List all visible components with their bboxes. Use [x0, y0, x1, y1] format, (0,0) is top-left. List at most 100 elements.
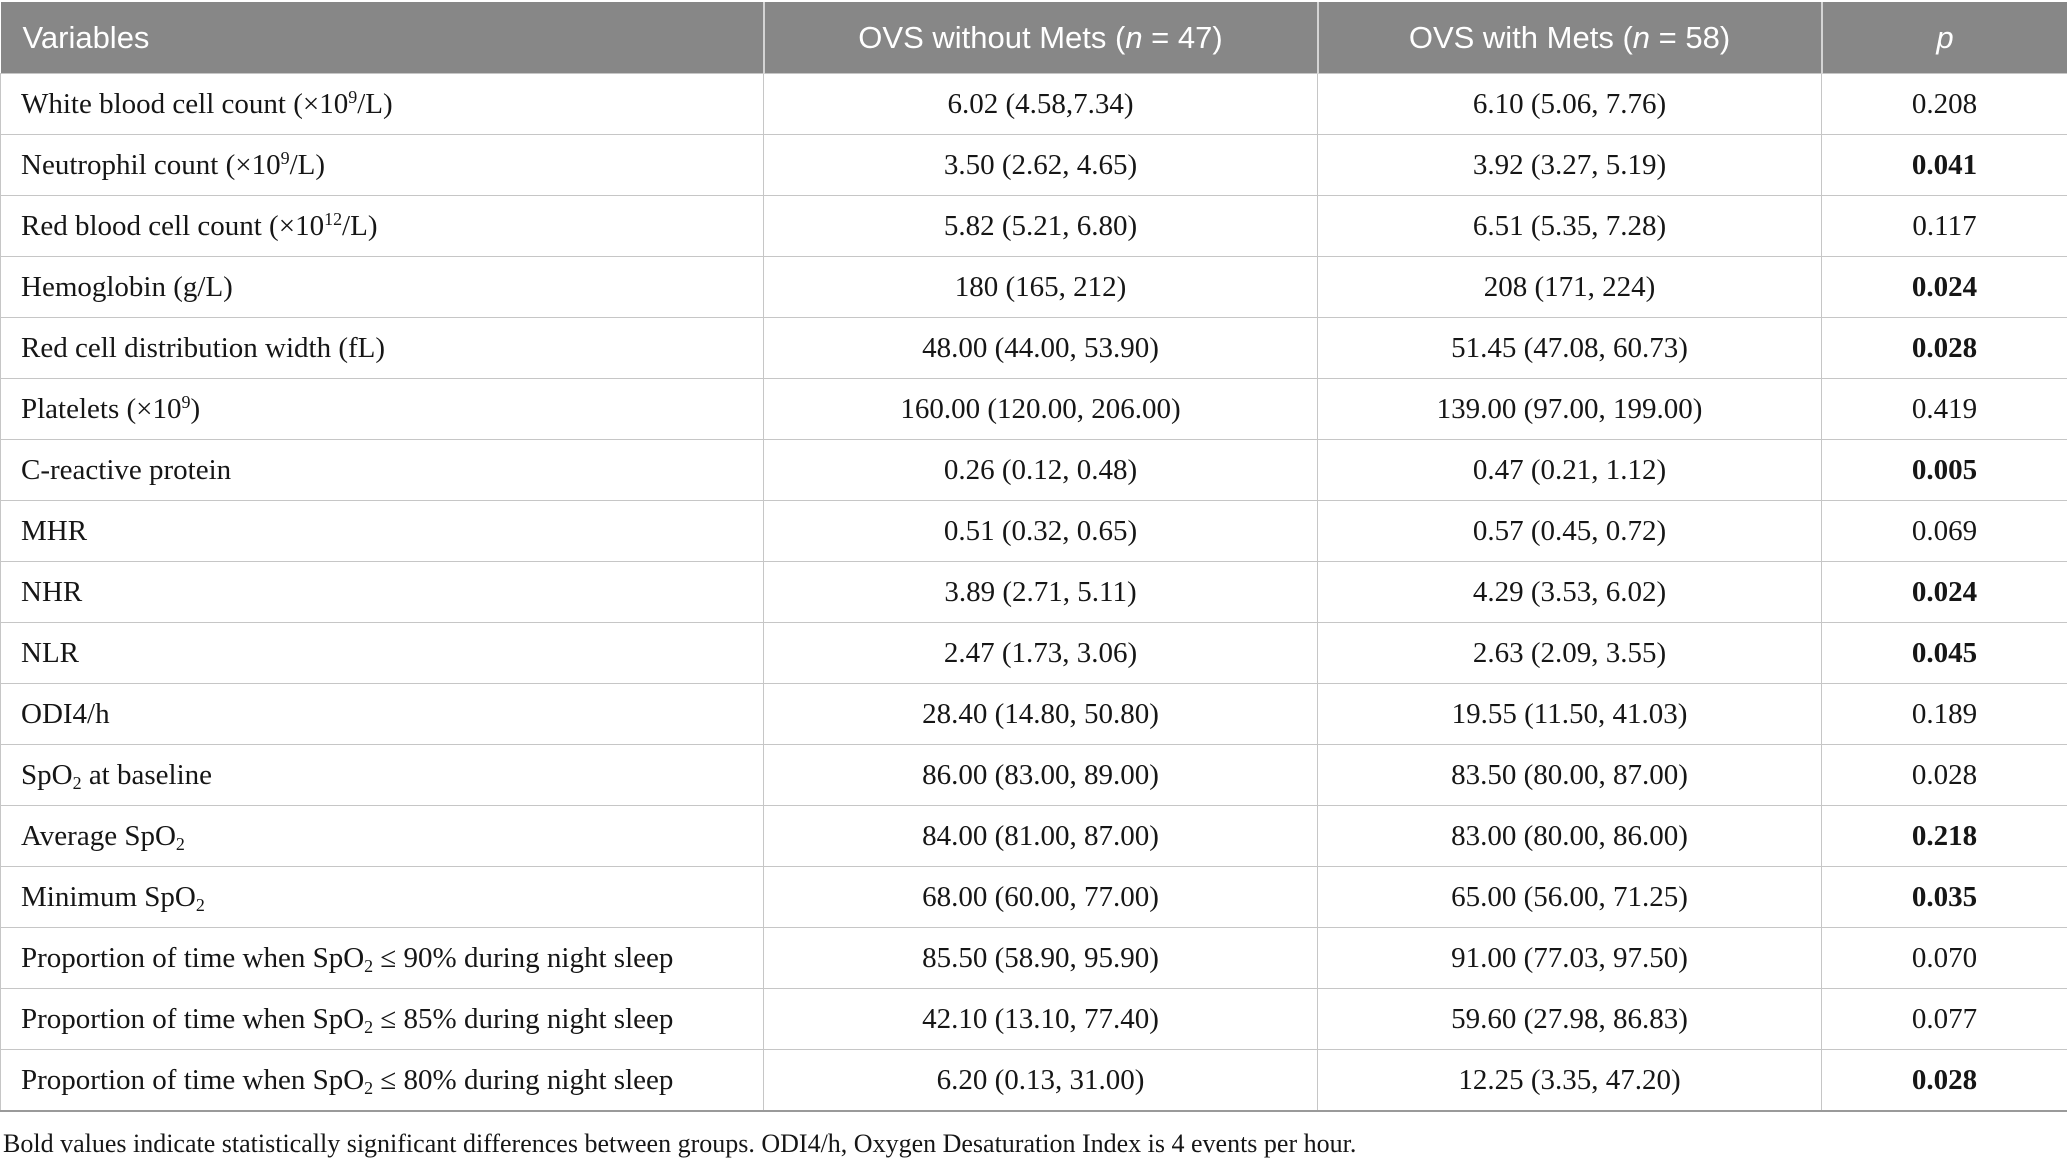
- ovs-without-mets-value-cell: 68.00 (60.00, 77.00): [763, 866, 1318, 928]
- p-value-cell: 0.028: [1821, 744, 2067, 806]
- table-row: Minimum SpO2 68.00 (60.00, 77.00) 65.00 (5…: [0, 866, 2067, 928]
- table-row: NHR 3.89 (2.71, 5.11) 4.29 (3.53, 6.02) 0.0…: [0, 561, 2067, 623]
- variable-cell: Hemoglobin (g/L): [0, 256, 764, 318]
- variable-cell: NHR: [0, 561, 764, 623]
- sup-text: 9: [280, 147, 290, 168]
- variable-cell: White blood cell count (×109/L): [0, 73, 764, 135]
- table-row: Neutrophil count (×109/L) 3.50 (2.62, 4.6…: [0, 134, 2067, 196]
- ovs-without-mets-value-cell: 3.50 (2.62, 4.65): [763, 134, 1318, 196]
- table-row: MHR 0.51 (0.32, 0.65) 0.57 (0.45, 0.72) 0.0…: [0, 500, 2067, 562]
- ovs-without-mets-value-cell: 180 (165, 212): [763, 256, 1318, 318]
- p-value-cell: 0.005: [1821, 439, 2067, 501]
- column-header-ovs-without-mets: OVS without Mets (n = 47): [763, 2, 1319, 74]
- ovs-with-mets-value-cell: 83.50 (80.00, 87.00): [1317, 744, 1822, 806]
- ovs-without-mets-value-cell: 86.00 (83.00, 89.00): [763, 744, 1318, 806]
- column-header-p-value: p: [1821, 2, 2067, 74]
- ovs-without-mets-value-cell: 48.00 (44.00, 53.90): [763, 317, 1318, 379]
- p-value-cell: 0.035: [1821, 866, 2067, 928]
- italic-text: n: [1125, 19, 1143, 55]
- sub-text: 2: [364, 1077, 374, 1098]
- p-value-cell: 0.024: [1821, 256, 2067, 318]
- variable-cell: ODI4/h: [0, 683, 764, 745]
- table-footnote: Bold values indicate statistically signi…: [3, 1129, 1357, 1158]
- ovs-with-mets-value-cell: 19.55 (11.50, 41.03): [1317, 683, 1822, 745]
- ovs-without-mets-value-cell: 28.40 (14.80, 50.80): [763, 683, 1318, 745]
- comparison-table: Variables OVS without Mets (n = 47) OVS …: [0, 2, 2067, 1112]
- ovs-with-mets-value-cell: 12.25 (3.35, 47.20): [1317, 1049, 1822, 1112]
- p-value-cell: 0.419: [1821, 378, 2067, 440]
- ovs-with-mets-value-cell: 51.45 (47.08, 60.73): [1317, 317, 1822, 379]
- table-row: Proportion of time when SpO2 ≤ 90% durin…: [0, 927, 2067, 989]
- p-value-cell: 0.045: [1821, 622, 2067, 684]
- table-row: Red blood cell count (×1012/L) 5.82 (5.21…: [0, 195, 2067, 257]
- variable-cell: Proportion of time when SpO2 ≤ 80% durin…: [0, 1049, 764, 1112]
- ovs-without-mets-value-cell: 84.00 (81.00, 87.00): [763, 805, 1318, 867]
- table-row: Proportion of time when SpO2 ≤ 80% durin…: [0, 1049, 2067, 1112]
- variable-cell: Average SpO2: [0, 805, 764, 867]
- variable-cell: MHR: [0, 500, 764, 562]
- variable-cell: SpO2 at baseline: [0, 744, 764, 806]
- ovs-with-mets-value-cell: 83.00 (80.00, 86.00): [1317, 805, 1822, 867]
- sub-text: 2: [364, 955, 374, 976]
- variable-cell: Red blood cell count (×1012/L): [0, 195, 764, 257]
- variable-cell: Proportion of time when SpO2 ≤ 90% durin…: [0, 927, 764, 989]
- column-header-ovs-with-mets: OVS with Mets (n = 58): [1317, 2, 1823, 74]
- italic-text: n: [1632, 19, 1651, 55]
- ovs-with-mets-value-cell: 139.00 (97.00, 199.00): [1317, 378, 1822, 440]
- ovs-without-mets-value-cell: 160.00 (120.00, 206.00): [763, 378, 1318, 440]
- table-row: ODI4/h 28.40 (14.80, 50.80) 19.55 (11.50, …: [0, 683, 2067, 745]
- variable-cell: C-reactive protein: [0, 439, 764, 501]
- ovs-without-mets-value-cell: 0.26 (0.12, 0.48): [763, 439, 1318, 501]
- ovs-with-mets-value-cell: 3.92 (3.27, 5.19): [1317, 134, 1822, 196]
- sub-text: 2: [72, 772, 82, 793]
- p-value-cell: 0.069: [1821, 500, 2067, 562]
- p-value-cell: 0.028: [1821, 317, 2067, 379]
- ovs-without-mets-value-cell: 6.02 (4.58,7.34): [763, 73, 1318, 135]
- table-row: SpO2 at baseline 86.00 (83.00, 89.00) 83.5…: [0, 744, 2067, 806]
- ovs-with-mets-value-cell: 6.10 (5.06, 7.76): [1317, 73, 1822, 135]
- variable-cell: Red cell distribution width (fL): [0, 317, 764, 379]
- sup-text: 9: [348, 86, 358, 107]
- p-value-cell: 0.189: [1821, 683, 2067, 745]
- p-value-cell: 0.077: [1821, 988, 2067, 1050]
- variable-cell: Platelets (×109): [0, 378, 764, 440]
- p-value-cell: 0.208: [1821, 73, 2067, 135]
- table-row: Red cell distribution width (fL) 48.00 (4…: [0, 317, 2067, 379]
- ovs-with-mets-value-cell: 208 (171, 224): [1317, 256, 1822, 318]
- table-row: Platelets (×109) 160.00 (120.00, 206.00) 1…: [0, 378, 2067, 440]
- ovs-with-mets-value-cell: 65.00 (56.00, 71.25): [1317, 866, 1822, 928]
- variable-cell: NLR: [0, 622, 764, 684]
- ovs-with-mets-value-cell: 0.57 (0.45, 0.72): [1317, 500, 1822, 562]
- table-row: Proportion of time when SpO2 ≤ 85% durin…: [0, 988, 2067, 1050]
- table-row: Average SpO2 84.00 (81.00, 87.00) 83.00 (8…: [0, 805, 2067, 867]
- p-value-cell: 0.070: [1821, 927, 2067, 989]
- ovs-without-mets-value-cell: 3.89 (2.71, 5.11): [763, 561, 1318, 623]
- table-row: NLR 2.47 (1.73, 3.06) 2.63 (2.09, 3.55) 0.0…: [0, 622, 2067, 684]
- ovs-with-mets-value-cell: 91.00 (77.03, 97.50): [1317, 927, 1822, 989]
- table-body: White blood cell count (×109/L) 6.02 (4.5…: [0, 73, 2067, 1112]
- p-value-cell: 0.218: [1821, 805, 2067, 867]
- p-value-cell: 0.024: [1821, 561, 2067, 623]
- header-row: Variables OVS without Mets (n = 47) OVS …: [0, 2, 2067, 74]
- ovs-without-mets-value-cell: 85.50 (58.90, 95.90): [763, 927, 1318, 989]
- italic-text: p: [1936, 19, 1954, 55]
- variable-cell: Neutrophil count (×109/L): [0, 134, 764, 196]
- p-value-cell: 0.028: [1821, 1049, 2067, 1112]
- ovs-with-mets-value-cell: 4.29 (3.53, 6.02): [1317, 561, 1822, 623]
- ovs-without-mets-value-cell: 42.10 (13.10, 77.40): [763, 988, 1318, 1050]
- table-header: Variables OVS without Mets (n = 47) OVS …: [0, 2, 2067, 74]
- ovs-with-mets-value-cell: 2.63 (2.09, 3.55): [1317, 622, 1822, 684]
- ovs-with-mets-value-cell: 59.60 (27.98, 86.83): [1317, 988, 1822, 1050]
- table-row: White blood cell count (×109/L) 6.02 (4.5…: [0, 73, 2067, 135]
- table-row: Hemoglobin (g/L) 180 (165, 212) 208 (171, …: [0, 256, 2067, 318]
- column-header-variables: Variables: [0, 2, 765, 74]
- ovs-with-mets-value-cell: 0.47 (0.21, 1.12): [1317, 439, 1822, 501]
- variable-cell: Minimum SpO2: [0, 866, 764, 928]
- ovs-with-mets-value-cell: 6.51 (5.35, 7.28): [1317, 195, 1822, 257]
- p-value-cell: 0.041: [1821, 134, 2067, 196]
- sup-text: 12: [324, 208, 343, 229]
- sub-text: 2: [175, 833, 185, 854]
- sup-text: 9: [181, 391, 191, 412]
- variable-cell: Proportion of time when SpO2 ≤ 85% durin…: [0, 988, 764, 1050]
